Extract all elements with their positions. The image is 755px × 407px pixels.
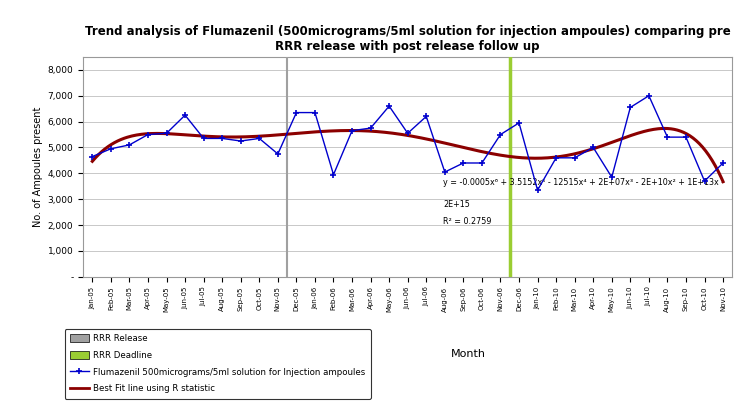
Text: Month: Month bbox=[451, 349, 485, 359]
Y-axis label: No. of Ampoules present: No. of Ampoules present bbox=[33, 107, 43, 227]
Title: Trend analysis of Flumazenil (500micrograms/5ml solution for injection ampoules): Trend analysis of Flumazenil (500microgr… bbox=[85, 25, 731, 53]
Legend: RRR Release, RRR Deadline, Flumazenil 500micrograms/5ml solution for Injection a: RRR Release, RRR Deadline, Flumazenil 50… bbox=[65, 329, 371, 398]
Text: R² = 0.2759: R² = 0.2759 bbox=[443, 217, 492, 226]
Text: 2E+15: 2E+15 bbox=[443, 200, 470, 209]
Text: y = -0.0005x⁶ + 3.5152x⁵ - 12515x⁴ + 2E+07x³ - 2E+10x² + 1E+13x -: y = -0.0005x⁶ + 3.5152x⁵ - 12515x⁴ + 2E+… bbox=[443, 178, 725, 187]
